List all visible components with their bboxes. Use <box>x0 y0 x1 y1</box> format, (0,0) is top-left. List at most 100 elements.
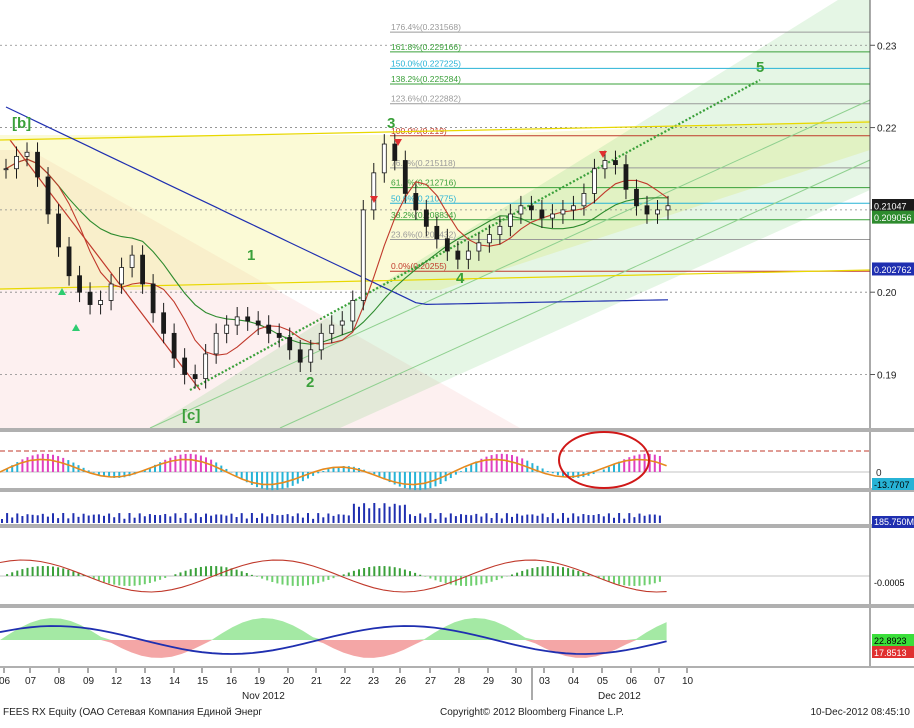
security-name: FEES RX Equity (ОАО Сетевая Компания Еди… <box>3 707 263 718</box>
candle-body <box>381 143 387 174</box>
candle-body <box>66 246 72 277</box>
candle-body <box>224 324 230 334</box>
x-tick-label: 04 <box>568 676 580 687</box>
candle-body <box>402 160 408 194</box>
candle-body <box>24 151 30 157</box>
wave-label: 1 <box>247 247 255 264</box>
x-tick-label: 13 <box>140 676 152 687</box>
dmi-positive-area <box>0 618 667 640</box>
last-value-label: 0.209056 <box>874 213 912 223</box>
candle-body <box>339 320 345 326</box>
x-tick-label: 21 <box>311 676 323 687</box>
sell-marker <box>394 139 402 146</box>
x-tick-label: 29 <box>483 676 495 687</box>
candle-body <box>507 213 513 227</box>
osc-last-value: -13.7707 <box>874 480 910 490</box>
candle-body <box>45 176 51 215</box>
x-tick-label: 28 <box>454 676 466 687</box>
month-label: Nov 2012 <box>242 691 285 702</box>
y-tick-label: 0.23 <box>877 41 897 52</box>
candle-body <box>161 312 167 334</box>
last-value-badge <box>872 646 914 658</box>
candle-body <box>413 193 419 211</box>
wave-line <box>9 139 201 391</box>
x-tick-label: 16 <box>226 676 238 687</box>
x-tick-label: 03 <box>539 676 551 687</box>
fib-label: 61.8%(0.212716) <box>391 178 456 188</box>
candle-body <box>35 151 40 178</box>
fib-label: 23.6%(0.206432) <box>391 230 456 240</box>
candle-body <box>297 349 303 363</box>
candle-body <box>14 155 19 170</box>
candle-body <box>77 275 82 293</box>
x-tick-label: 08 <box>54 676 66 687</box>
x-tick-label: 09 <box>83 676 95 687</box>
x-tick-label: 10 <box>682 676 694 687</box>
last-value-badge <box>872 478 914 490</box>
x-tick-label: 07 <box>654 676 666 687</box>
buy-marker <box>72 324 80 331</box>
candle-body <box>192 374 198 380</box>
pink-zone <box>0 150 520 428</box>
dmi-last-value: 17.8513 <box>874 648 907 658</box>
candle-body <box>613 160 618 166</box>
panel-divider <box>0 488 914 492</box>
panel-divider <box>0 604 914 608</box>
ma-blue-line <box>5 106 669 306</box>
x-tick-label: 06 <box>626 676 638 687</box>
x-tick-label: 15 <box>197 676 209 687</box>
candle-body <box>455 250 461 260</box>
last-value-badge <box>872 262 914 276</box>
candle-body <box>581 193 587 207</box>
candle-body <box>518 205 524 215</box>
wave-label: 3 <box>387 115 395 132</box>
buy-marker <box>58 288 66 295</box>
candle-body <box>308 349 314 363</box>
candle-body <box>476 242 482 252</box>
copyright: Copyright© 2012 Bloomberg Finance L.P. <box>440 707 624 718</box>
x-tick-label: 30 <box>511 676 523 687</box>
highlight-circle <box>558 431 650 489</box>
x-axis-band <box>0 668 914 690</box>
candle-body <box>182 357 188 375</box>
candle-body <box>245 316 251 322</box>
candle-body <box>3 168 9 171</box>
candle-body <box>255 320 261 326</box>
candle-body <box>287 337 293 351</box>
volume-last-value: 185.750M <box>874 517 914 527</box>
candle-body <box>539 209 545 219</box>
fib-label: 150.0%(0.227225) <box>391 58 461 68</box>
channel-line <box>149 99 871 429</box>
candle-body <box>140 254 146 285</box>
candle-body <box>602 160 608 170</box>
x-tick-label: 05 <box>597 676 609 687</box>
candle-body <box>234 316 240 326</box>
dmi-negative-area <box>0 640 667 658</box>
x-tick-label: 06 <box>0 676 11 687</box>
osc-zero-label: 0 <box>876 468 882 479</box>
x-tick-label: 22 <box>340 676 352 687</box>
candle-body <box>623 164 629 190</box>
x-tick-label: 27 <box>425 676 437 687</box>
channel-line <box>279 159 871 429</box>
wave-label: 4 <box>456 270 465 287</box>
y-tick-label: 0.19 <box>877 371 897 382</box>
fib-label: 176.4%(0.231568) <box>391 22 461 32</box>
fib-label: 138.2%(0.225284) <box>391 74 461 84</box>
ma-red-line <box>5 158 669 356</box>
candle-body <box>87 291 93 305</box>
candle-body <box>434 225 440 240</box>
y-tick-label: 0.22 <box>877 124 897 135</box>
candle-body <box>592 168 597 194</box>
panel-divider <box>0 428 914 432</box>
candle-body <box>655 209 660 215</box>
candle-body <box>634 188 639 207</box>
fib-label: 161.8%(0.229166) <box>391 42 461 52</box>
candle-body <box>560 209 566 215</box>
candle-body <box>318 332 324 351</box>
panel-divider <box>0 524 914 528</box>
dmi-line <box>0 625 667 655</box>
candle-body <box>98 300 103 305</box>
